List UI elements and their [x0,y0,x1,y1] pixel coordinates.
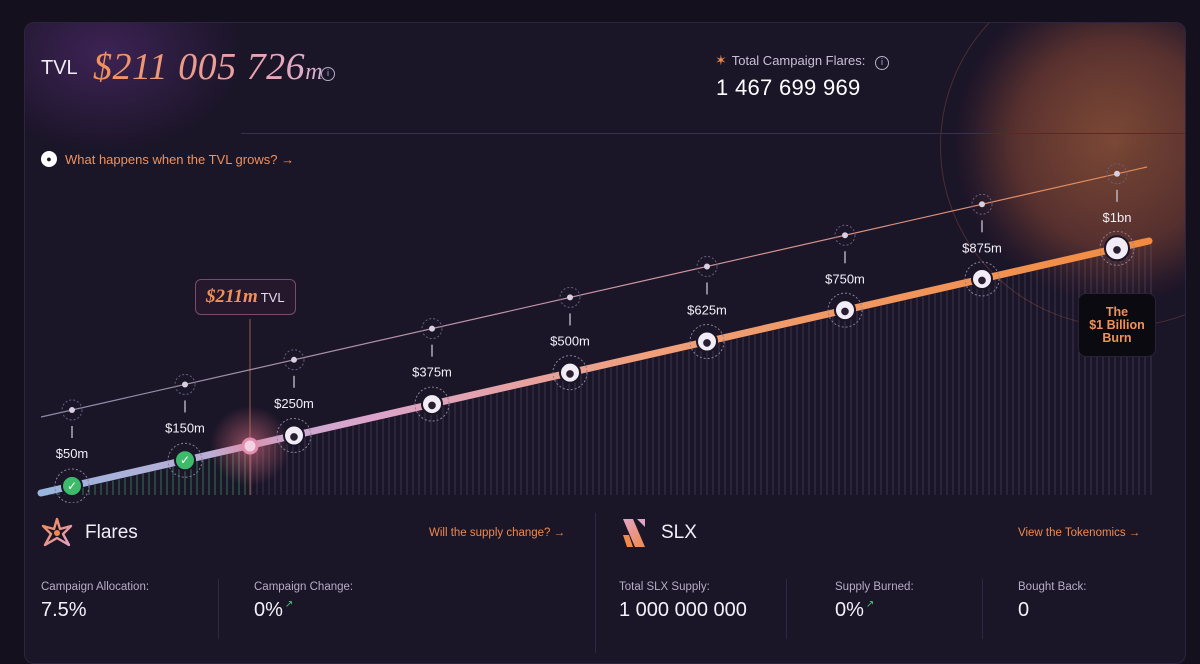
flame-icon: ● [428,400,437,411]
tvl-info-icon[interactable]: i [321,67,335,81]
milestone-target-ring [834,224,856,246]
milestone-label: $1bn [1103,210,1132,225]
current-tvl-marker [241,437,259,455]
milestone-target-dot [1114,170,1120,177]
supply-burned-label: Supply Burned: [835,581,914,593]
arrow-up-right-icon: ↗ [284,599,294,610]
tokenomics-link[interactable]: View the Tokenomics → [1018,527,1141,539]
tvl-grows-link[interactable]: ● What happens when the TVL grows? → [41,151,294,167]
milestone-target-dot [842,232,848,239]
milestone-target-dot [567,294,573,301]
flame-icon: ● [41,151,57,167]
milestone-marker [283,424,305,447]
milestone-marker [971,267,993,290]
milestone-marker-ring [276,417,312,453]
milestone-target-ring [283,349,305,371]
milestone-target-dot [979,201,985,208]
milestone-marker [696,330,718,353]
milestone-marker-ring [167,442,203,478]
milestone-label: $150m [165,420,205,435]
flame-icon: ● [1113,244,1122,255]
flares-info-icon[interactable]: i [875,56,890,70]
flame-icon: ● [978,275,987,286]
supply-change-link[interactable]: Will the supply change? → [429,527,566,539]
bought-back-value: 0 [1018,599,1030,621]
milestone-target-ring [1106,163,1128,185]
milestone-label: $50m [56,446,89,461]
milestone-marker-ring [54,468,90,503]
total-flares-label: ✶ Total Campaign Flares: i [715,52,890,70]
milestone-target-dot [429,325,435,332]
milestone-target-ring [61,399,83,421]
milestone-marker-ring [414,386,450,422]
total-slx-supply-value: 1 000 000 000 [619,599,747,621]
slx-logo-icon [623,519,645,547]
bought-back-label: Bought Back: [1018,581,1087,593]
tvl-label: TVL [41,57,78,79]
check-icon: ✓ [67,479,77,493]
campaign-allocation-label: Campaign Allocation: [41,581,150,593]
milestone-label: $750m [825,271,865,286]
milestone-marker-ring [1099,230,1135,266]
milestone-marker [559,361,581,384]
milestone-achieved-marker [174,449,196,472]
flares-logo-icon [41,517,73,547]
supply-burned-value: 0% ↗ [835,599,875,621]
flare-star-icon: ✶ [715,52,727,68]
milestone-marker-ring [827,292,863,328]
milestone-marker-ring [552,355,588,391]
milestone-target-dot [69,406,75,413]
milestone-label: $250m [274,396,314,411]
campaign-change-label: Campaign Change: [254,581,354,593]
total-slx-supply-label: Total SLX Supply: [619,581,710,593]
campaign-change-value: 0% ↗ [254,599,294,621]
arrow-up-right-icon: ↗ [865,599,875,610]
campaign-allocation-value: 7.5% [41,599,87,621]
milestone-marker-ring [964,261,1000,297]
milestone-label: $375m [412,365,452,380]
flame-icon: ● [841,306,850,317]
flame-icon: ● [566,369,575,380]
total-flares-value: 1 467 699 969 [716,75,861,100]
tvl-milestone-chart: $50m ✓ $150m ✓ $250m ● $375m ● $500m ● $625m ● $750m… [37,163,1153,503]
flame-icon: ● [290,431,299,442]
milestone-target-dot [704,263,710,270]
milestone-target-ring [696,255,718,277]
tvl-dashboard-panel: TVL $211 005 726m i ✶ Total Campaign Flar… [24,22,1186,664]
milestone-label: $875m [962,240,1002,255]
slx-section-header: SLX [619,517,697,549]
milestone-label: $625m [687,302,727,317]
milestone-marker [421,393,443,416]
milestone-marker-ring [689,324,725,360]
milestone-achieved-marker [61,474,83,497]
milestone-marker [1104,235,1130,262]
current-tvl-tag: $211m TVL [195,279,296,315]
flares-section-header: Flares [41,517,138,549]
milestone-target-dot [182,381,188,388]
milestone-target-dot [291,356,297,363]
milestone-label: $500m [550,333,590,348]
milestone-marker [834,299,856,322]
billion-burn-badge[interactable]: The $1 Billion Burn [1078,293,1156,357]
milestone-target-ring [421,318,443,340]
milestone-target-ring [174,373,196,395]
milestone-target-ring [971,193,993,215]
milestone-target-ring [559,286,581,308]
target-line [40,166,1148,418]
flame-icon: ● [703,338,712,349]
check-icon: ✓ [180,453,190,467]
